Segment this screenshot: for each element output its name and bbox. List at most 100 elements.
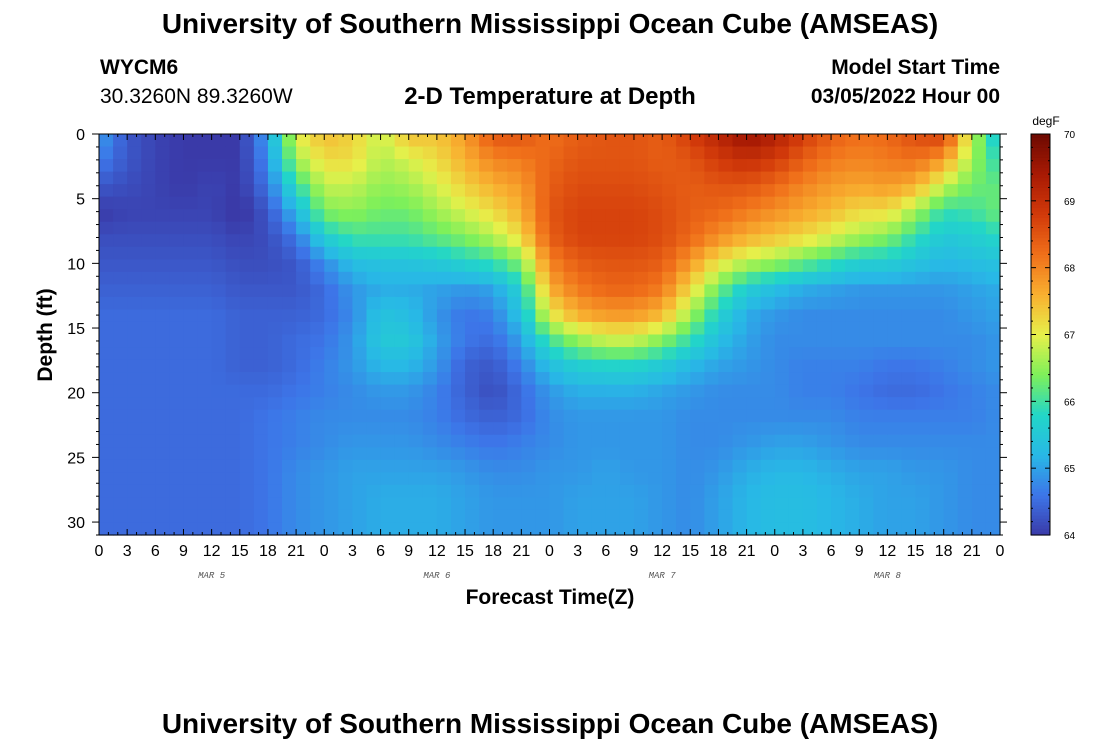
heatmap-cell (225, 134, 241, 148)
heatmap-cell (450, 422, 466, 436)
heatmap-cell (563, 384, 579, 398)
heatmap-cell (873, 196, 888, 210)
heatmap-cell (408, 422, 424, 436)
heatmap-cell (141, 472, 156, 486)
heatmap-cell (774, 134, 790, 148)
heatmap-cell (394, 296, 410, 311)
heatmap-cell (141, 259, 156, 273)
heatmap-cell (563, 522, 579, 536)
heatmap-cell (662, 334, 677, 348)
heatmap-cell (774, 159, 790, 173)
heatmap-cell (479, 422, 494, 436)
heatmap-cell (971, 397, 987, 411)
heatmap-cell (211, 359, 227, 373)
heatmap-cell (957, 397, 973, 411)
colorbar-segment (1031, 531, 1050, 536)
heatmap-cell (324, 309, 339, 323)
heatmap-cell (873, 271, 888, 285)
heatmap-cell (563, 234, 579, 248)
heatmap-cell (169, 234, 185, 248)
heatmap-cell (633, 497, 649, 511)
heatmap-cell (521, 284, 537, 298)
heatmap-cell (296, 434, 311, 448)
heatmap-cell (267, 171, 283, 185)
heatmap-cell (394, 271, 410, 285)
heatmap-cell (408, 159, 424, 173)
heatmap-cell (267, 234, 283, 248)
heatmap-cell (549, 522, 565, 536)
heatmap-cell (915, 209, 931, 223)
heatmap-cell (450, 271, 466, 285)
heatmap-cell (563, 447, 579, 461)
heatmap-cell (465, 447, 480, 461)
heatmap-cell (718, 347, 734, 361)
heatmap-cell (774, 334, 790, 348)
heatmap-cell (915, 459, 931, 473)
heatmap-cell (591, 384, 607, 398)
heatmap-cell (183, 234, 199, 248)
heatmap-cell (366, 321, 382, 336)
heatmap-cell (352, 447, 368, 461)
heatmap-cell (985, 271, 1001, 285)
heatmap-cell (394, 347, 410, 361)
heatmap-cell (577, 159, 593, 173)
heatmap-cell (901, 347, 917, 361)
heatmap-cell (535, 321, 551, 336)
heatmap-cell (802, 184, 818, 198)
heatmap-cell (408, 259, 424, 273)
heatmap-cell (760, 209, 776, 223)
heatmap-cell (436, 271, 452, 285)
heatmap-cell (521, 359, 537, 373)
heatmap-cell (802, 372, 818, 386)
heatmap-cell (352, 459, 368, 473)
heatmap-cell (901, 271, 917, 285)
heatmap-cell (450, 146, 466, 160)
heatmap-cell (816, 159, 832, 173)
heatmap-cell (507, 372, 522, 386)
heatmap-cell (99, 522, 114, 536)
heatmap-cell (324, 522, 339, 536)
heatmap-cell (521, 459, 537, 473)
heatmap-cell (929, 309, 945, 323)
heatmap-cell (563, 422, 579, 436)
heatmap-cell (873, 397, 888, 411)
heatmap-cell (267, 497, 283, 511)
y-tick-label: 10 (67, 256, 85, 273)
heatmap-cell (957, 447, 973, 461)
colorbar-segment (1031, 160, 1050, 165)
heatmap-cell (141, 384, 156, 398)
heatmap-cell (718, 447, 734, 461)
heatmap-cell (859, 447, 874, 461)
colorbar-segment (1031, 314, 1050, 319)
heatmap-cell (225, 522, 241, 536)
heatmap-cell (450, 321, 466, 336)
heatmap-cell (450, 447, 466, 461)
heatmap-cell (253, 259, 269, 273)
heatmap-cell (957, 334, 973, 348)
heatmap-cell (718, 271, 734, 285)
heatmap-cell (99, 184, 114, 198)
heatmap-cell (760, 384, 776, 398)
heatmap-cell (507, 459, 522, 473)
heatmap-cell (943, 234, 959, 248)
heatmap-cell (394, 397, 410, 411)
heatmap-cell (408, 234, 424, 248)
heatmap-cell (943, 422, 959, 436)
colorbar-segment (1031, 277, 1050, 282)
heatmap-cell (436, 259, 452, 273)
heatmap-cell (563, 334, 579, 348)
heatmap-cell (267, 246, 283, 260)
heatmap-cell (845, 171, 860, 185)
heatmap-cell (99, 497, 114, 511)
heatmap-cell (197, 372, 213, 386)
heatmap-cell (971, 384, 987, 398)
heatmap-cell (704, 159, 720, 173)
heatmap-cell (591, 397, 607, 411)
heatmap-cell (760, 372, 776, 386)
heatmap-cell (605, 334, 621, 348)
heatmap-cell (648, 409, 663, 423)
colorbar-segment (1031, 204, 1050, 209)
heatmap-cell (141, 296, 156, 311)
heatmap-cell (352, 359, 368, 373)
